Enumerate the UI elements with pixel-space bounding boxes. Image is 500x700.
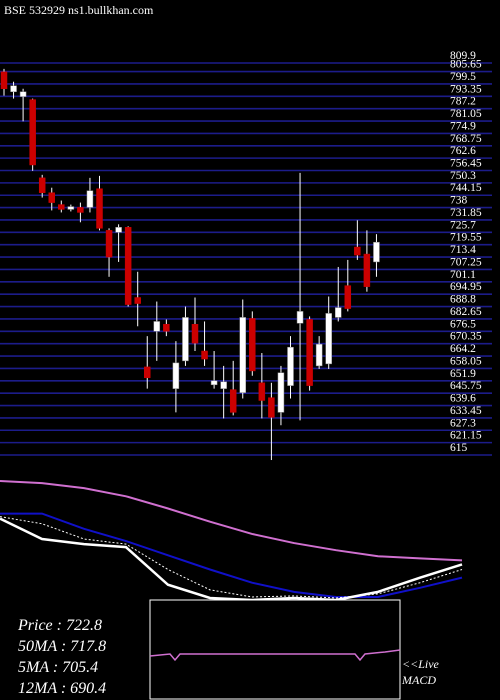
candle-body (220, 381, 227, 389)
candle-body (229, 389, 237, 413)
indicator-label: 50MA : 717.8 (18, 638, 106, 655)
y-tick-label: 781.05 (450, 108, 482, 120)
y-tick-label: 738 (450, 195, 468, 207)
y-tick-label: 651.9 (450, 368, 476, 380)
indicator-label: 5MA : 705.4 (18, 659, 98, 676)
y-tick-label: 694.95 (450, 281, 482, 293)
candle-body (306, 319, 313, 386)
y-tick-label: 799.5 (450, 71, 476, 83)
candle-body (19, 91, 27, 97)
candle-body (96, 188, 103, 229)
y-tick-label: 793.35 (450, 83, 482, 95)
y-tick-label: 713.4 (450, 244, 476, 256)
ma-line (0, 517, 463, 602)
y-tick-label: 688.8 (450, 294, 476, 306)
macd-label: MACD (401, 673, 436, 687)
candle-body (48, 192, 55, 203)
candle-body (105, 230, 113, 258)
y-tick-label: 645.75 (450, 380, 482, 392)
macd-line (149, 649, 401, 662)
y-tick-label: 719.55 (450, 232, 482, 244)
ma-line (0, 480, 463, 562)
y-tick-label: 768.75 (450, 133, 482, 145)
ma-line (0, 512, 463, 598)
candle-body (296, 311, 304, 324)
candle-body (77, 207, 84, 213)
candle-body (144, 366, 151, 379)
macd-label: <<Live (402, 657, 440, 671)
y-tick-label: 805.65 (450, 59, 482, 71)
candle-body (115, 227, 122, 233)
y-tick-label: 750.3 (450, 170, 476, 182)
candle-body (134, 297, 141, 304)
y-tick-label: 682.65 (450, 306, 482, 318)
y-tick-label: 633.45 (450, 405, 482, 417)
candle-body (258, 382, 266, 401)
candle-body (10, 85, 17, 93)
y-tick-label: 762.6 (450, 145, 476, 157)
y-tick-label: 621.15 (450, 430, 482, 442)
candle-body (239, 317, 246, 393)
candle-body (86, 190, 94, 208)
candle-body (163, 324, 170, 332)
candle-body (344, 285, 352, 309)
macd-box (149, 599, 401, 700)
candle-body (325, 313, 332, 365)
candle-body (182, 317, 189, 362)
y-tick-label: 731.85 (450, 207, 482, 219)
indicator-label: Price : 722.8 (17, 617, 102, 634)
candle-body (210, 380, 218, 386)
candle-body (354, 246, 361, 256)
candle-body (268, 397, 275, 418)
candle-body (0, 71, 8, 89)
y-tick-label: 809.9 (450, 50, 476, 62)
candle-body (58, 204, 65, 210)
candle-body (67, 206, 75, 210)
candle-body (277, 372, 285, 413)
y-tick-label: 670.35 (450, 331, 482, 343)
ma-line (0, 516, 463, 599)
y-tick-label: 701.1 (450, 269, 476, 281)
candle-body (249, 318, 256, 372)
candle-body (124, 227, 132, 305)
y-tick-label: 744.15 (450, 182, 482, 194)
candle-body (172, 362, 180, 389)
candle-body (38, 177, 46, 193)
y-tick-label: 756.45 (450, 158, 482, 170)
candle-body (29, 99, 36, 166)
y-tick-label: 627.3 (450, 417, 476, 429)
candle-body (287, 346, 294, 386)
y-tick-label: 658.05 (450, 355, 482, 367)
candle-body (191, 324, 199, 344)
y-tick-label: 639.6 (450, 393, 476, 405)
y-tick-label: 787.2 (450, 96, 476, 108)
y-tick-label: 725.7 (450, 219, 476, 231)
chart-title: BSE 532929 ns1.bullkhan.com (4, 3, 154, 17)
candle-body (335, 307, 342, 318)
y-tick-label: 676.5 (450, 318, 476, 330)
candle-body (363, 253, 371, 287)
candle-body (201, 350, 208, 360)
candle-body (315, 343, 323, 367)
indicator-label: 12MA : 690.4 (18, 680, 106, 697)
y-tick-label: 774.9 (450, 120, 476, 132)
y-tick-label: 615 (450, 442, 468, 454)
candle-body (373, 241, 380, 263)
y-tick-label: 707.25 (450, 256, 482, 268)
y-tick-label: 664.2 (450, 343, 476, 355)
candle-body (153, 321, 161, 332)
